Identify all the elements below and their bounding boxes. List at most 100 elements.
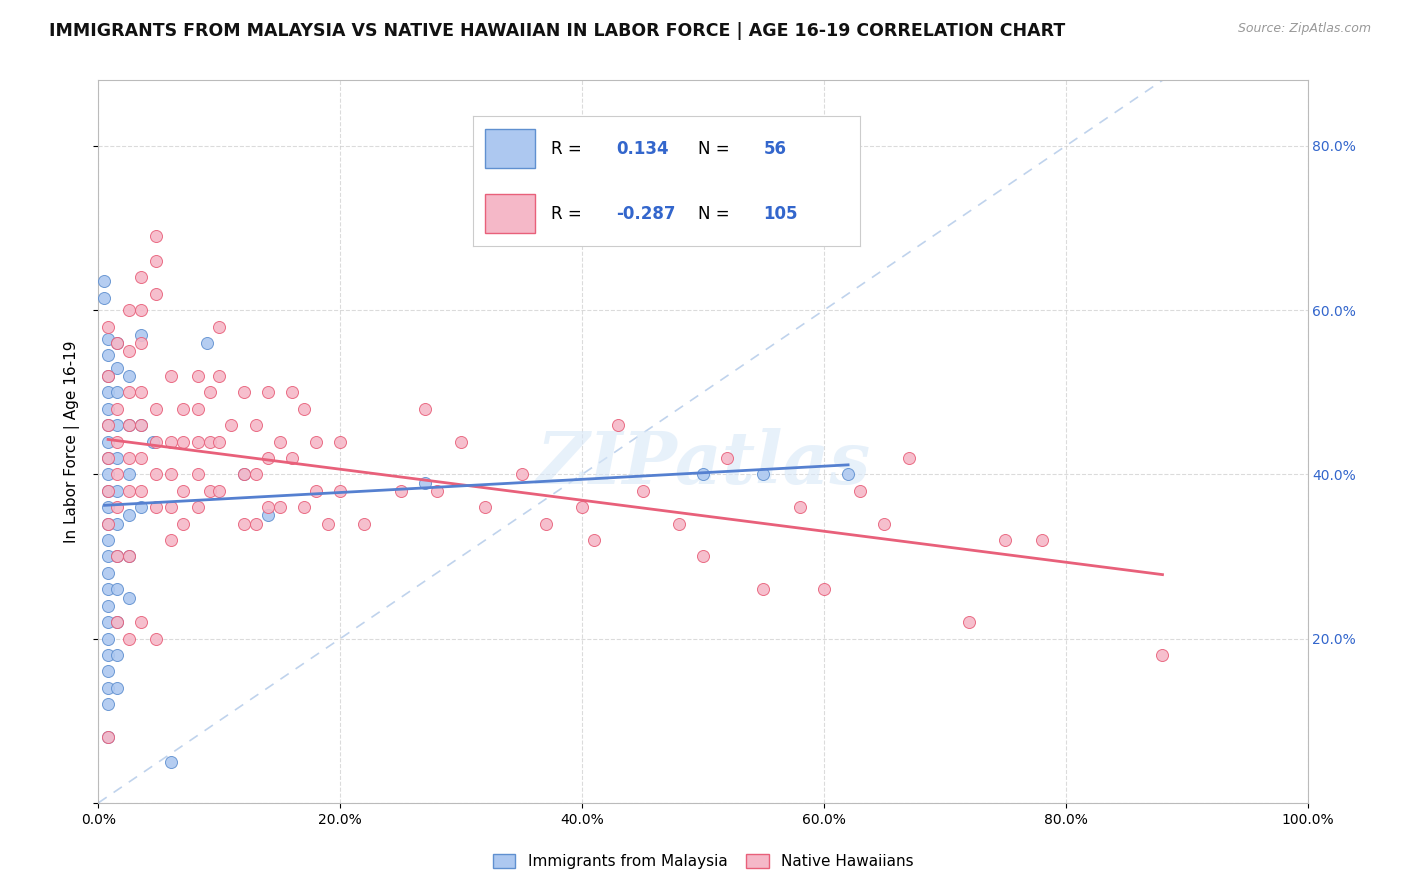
- Point: [256, 500, 278, 515]
- Point: [97, 582, 120, 597]
- Point: [849, 483, 872, 498]
- Point: [97, 450, 120, 465]
- Point: [957, 615, 980, 630]
- Point: [142, 434, 165, 449]
- Y-axis label: In Labor Force | Age 16-19: In Labor Force | Age 16-19: [65, 340, 80, 543]
- Point: [118, 549, 141, 564]
- Point: [97, 483, 120, 498]
- Point: [160, 500, 183, 515]
- Point: [208, 368, 231, 383]
- Point: [873, 516, 896, 531]
- Point: [716, 450, 738, 465]
- Point: [269, 434, 291, 449]
- Point: [105, 615, 128, 630]
- Point: [172, 483, 194, 498]
- Point: [187, 434, 209, 449]
- Point: [105, 615, 128, 630]
- Point: [105, 360, 128, 375]
- Point: [97, 566, 120, 580]
- Point: [129, 418, 152, 433]
- Point: [105, 681, 128, 695]
- Point: [534, 516, 557, 531]
- Point: [187, 368, 209, 383]
- Point: [426, 483, 449, 498]
- Point: [129, 336, 152, 351]
- Point: [789, 500, 811, 515]
- Point: [172, 516, 194, 531]
- Point: [97, 549, 120, 564]
- Point: [97, 730, 120, 744]
- Point: [93, 291, 115, 305]
- Point: [305, 434, 328, 449]
- Point: [198, 434, 221, 449]
- Point: [145, 229, 167, 244]
- Point: [256, 385, 278, 400]
- Point: [897, 450, 920, 465]
- Point: [97, 401, 120, 416]
- Point: [97, 681, 120, 695]
- Point: [474, 500, 496, 515]
- Point: [118, 418, 141, 433]
- Point: [316, 516, 339, 531]
- Point: [187, 500, 209, 515]
- Point: [813, 582, 835, 597]
- Point: [413, 401, 436, 416]
- Point: [105, 648, 128, 662]
- Point: [118, 632, 141, 646]
- Point: [145, 632, 167, 646]
- Point: [118, 450, 141, 465]
- Point: [97, 368, 120, 383]
- Point: [172, 401, 194, 416]
- Text: ZIPatlas: ZIPatlas: [536, 428, 870, 499]
- Point: [145, 253, 167, 268]
- Point: [994, 533, 1017, 547]
- Point: [118, 549, 141, 564]
- Point: [97, 418, 120, 433]
- Text: IMMIGRANTS FROM MALAYSIA VS NATIVE HAWAIIAN IN LABOR FORCE | AGE 16-19 CORRELATI: IMMIGRANTS FROM MALAYSIA VS NATIVE HAWAI…: [49, 22, 1066, 40]
- Point: [118, 344, 141, 359]
- Point: [160, 434, 183, 449]
- Point: [160, 368, 183, 383]
- Point: [160, 467, 183, 482]
- Point: [129, 483, 152, 498]
- Point: [187, 401, 209, 416]
- Point: [97, 500, 120, 515]
- Point: [198, 385, 221, 400]
- Point: [145, 401, 167, 416]
- Point: [389, 483, 412, 498]
- Point: [118, 368, 141, 383]
- Point: [105, 450, 128, 465]
- Point: [198, 483, 221, 498]
- Point: [145, 286, 167, 301]
- Point: [145, 434, 167, 449]
- Point: [105, 385, 128, 400]
- Point: [97, 698, 120, 712]
- Point: [281, 385, 304, 400]
- Point: [105, 336, 128, 351]
- Point: [105, 418, 128, 433]
- Point: [97, 385, 120, 400]
- Point: [631, 483, 654, 498]
- Point: [145, 500, 167, 515]
- Point: [195, 336, 218, 351]
- Point: [208, 434, 231, 449]
- Point: [292, 401, 315, 416]
- Point: [118, 385, 141, 400]
- Point: [269, 500, 291, 515]
- Point: [160, 755, 183, 769]
- Point: [692, 549, 714, 564]
- Point: [118, 303, 141, 318]
- Point: [97, 648, 120, 662]
- Point: [256, 450, 278, 465]
- Text: Source: ZipAtlas.com: Source: ZipAtlas.com: [1237, 22, 1371, 36]
- Point: [208, 483, 231, 498]
- Point: [129, 385, 152, 400]
- Point: [97, 516, 120, 531]
- Point: [232, 385, 254, 400]
- Point: [281, 450, 304, 465]
- Point: [105, 549, 128, 564]
- Point: [118, 467, 141, 482]
- Point: [571, 500, 593, 515]
- Legend: Immigrants from Malaysia, Native Hawaiians: Immigrants from Malaysia, Native Hawaiia…: [486, 847, 920, 875]
- Point: [145, 467, 167, 482]
